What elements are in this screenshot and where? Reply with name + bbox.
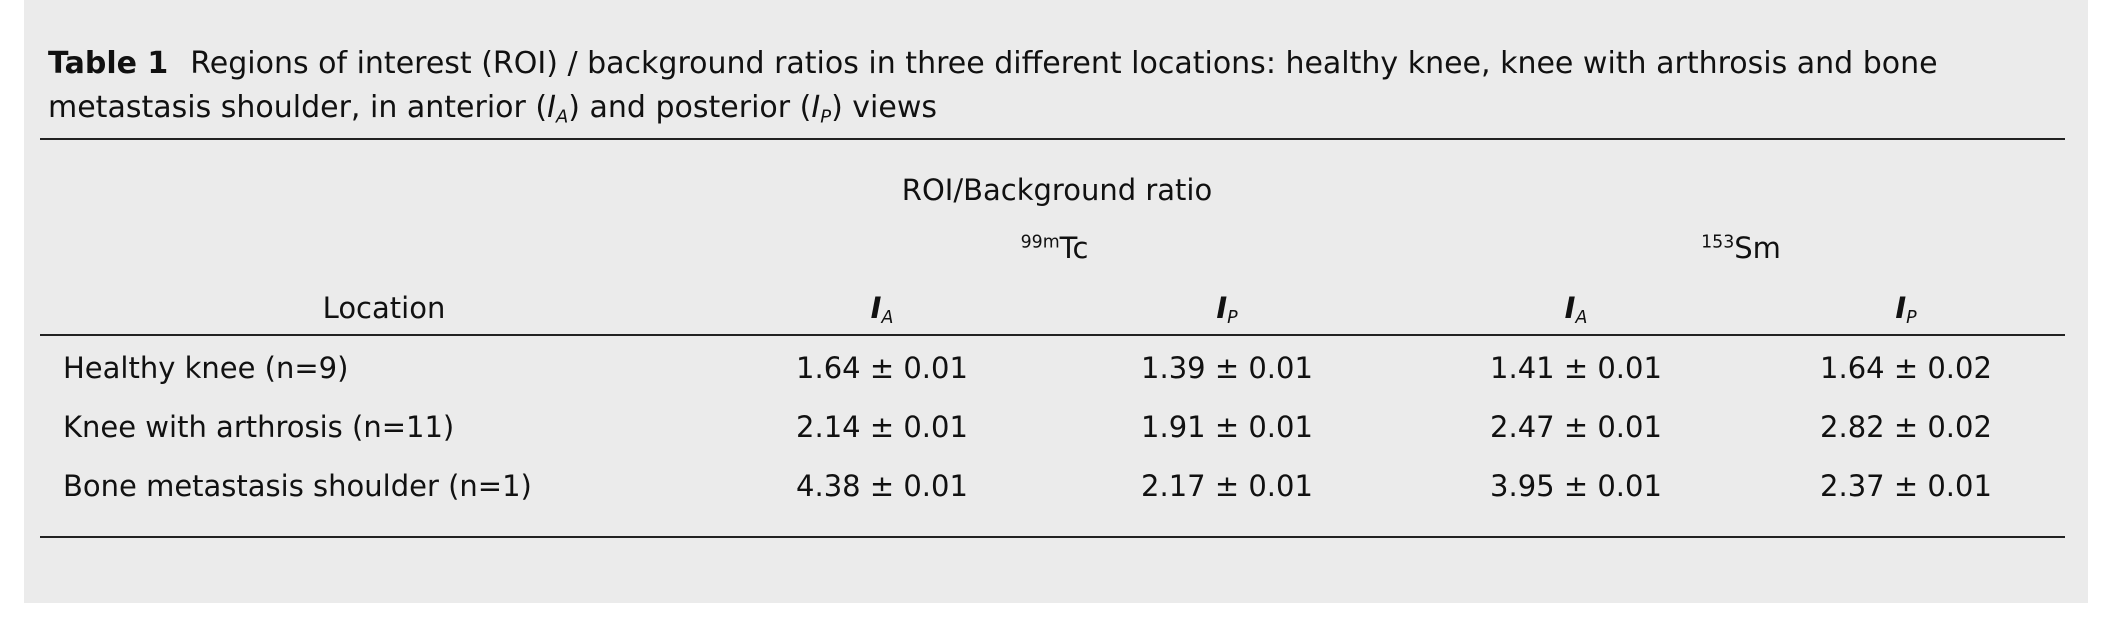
isotope-header: 99mTc bbox=[1021, 234, 1089, 263]
row-label: Healthy knee (n=9) bbox=[63, 351, 349, 385]
isotope-name: Tc bbox=[1059, 231, 1089, 265]
location-header: Location bbox=[322, 291, 446, 325]
cell-value: 1.64 ± 0.01 bbox=[796, 351, 968, 385]
cell-value: 2.37 ± 0.01 bbox=[1820, 469, 1992, 503]
cell-value: 1.91 ± 0.01 bbox=[1141, 410, 1313, 444]
column-symbol: I bbox=[1216, 291, 1228, 325]
column-subscript: P bbox=[1906, 308, 1917, 329]
bottom-rule bbox=[40, 536, 2065, 538]
row-label: Bone metastasis shoulder (n=1) bbox=[63, 469, 532, 503]
cell-value: 2.47 ± 0.01 bbox=[1490, 410, 1662, 444]
caption-text: ) and posterior ( bbox=[568, 90, 812, 125]
isotope-name: Sm bbox=[1734, 231, 1781, 265]
column-header: IA bbox=[1565, 294, 1588, 328]
cell-value: 2.14 ± 0.01 bbox=[796, 410, 968, 444]
caption-subscript: P bbox=[820, 106, 832, 128]
isotope-mass: 153 bbox=[1701, 232, 1735, 253]
row-label: Knee with arthrosis (n=11) bbox=[63, 410, 455, 444]
cell-value: 4.38 ± 0.01 bbox=[796, 469, 968, 503]
caption-text: ) views bbox=[831, 90, 938, 125]
column-symbol: I bbox=[1564, 291, 1576, 325]
cell-value: 3.95 ± 0.01 bbox=[1490, 469, 1662, 503]
group-header: ROI/Background ratio bbox=[901, 173, 1213, 207]
caption-symbol: I bbox=[547, 90, 556, 125]
cell-value: 2.82 ± 0.02 bbox=[1820, 410, 1992, 444]
table-label: Table 1 bbox=[48, 46, 169, 81]
column-symbol: I bbox=[1895, 291, 1907, 325]
column-subscript: A bbox=[881, 308, 894, 329]
cell-value: 1.64 ± 0.02 bbox=[1820, 351, 1992, 385]
column-subscript: P bbox=[1227, 308, 1238, 329]
isotope-mass: 99m bbox=[1020, 232, 1060, 253]
top-rule bbox=[40, 138, 2065, 140]
caption-text: Regions of interest (ROI) / background r… bbox=[48, 46, 1938, 125]
column-header: IA bbox=[871, 294, 894, 328]
column-header: IP bbox=[1216, 294, 1237, 328]
column-header: IP bbox=[1895, 294, 1916, 328]
caption-subscript: A bbox=[555, 106, 569, 128]
cell-value: 1.41 ± 0.01 bbox=[1490, 351, 1662, 385]
table-caption: Table 1 Regions of interest (ROI) / backg… bbox=[48, 42, 2048, 139]
cell-value: 1.39 ± 0.01 bbox=[1141, 351, 1313, 385]
header-rule bbox=[40, 334, 2065, 336]
isotope-header: 153Sm bbox=[1701, 234, 1781, 263]
caption-symbol: I bbox=[811, 90, 821, 125]
cell-value: 2.17 ± 0.01 bbox=[1141, 469, 1313, 503]
column-symbol: I bbox=[870, 291, 882, 325]
table-panel bbox=[24, 0, 2088, 603]
column-subscript: A bbox=[1575, 308, 1588, 329]
